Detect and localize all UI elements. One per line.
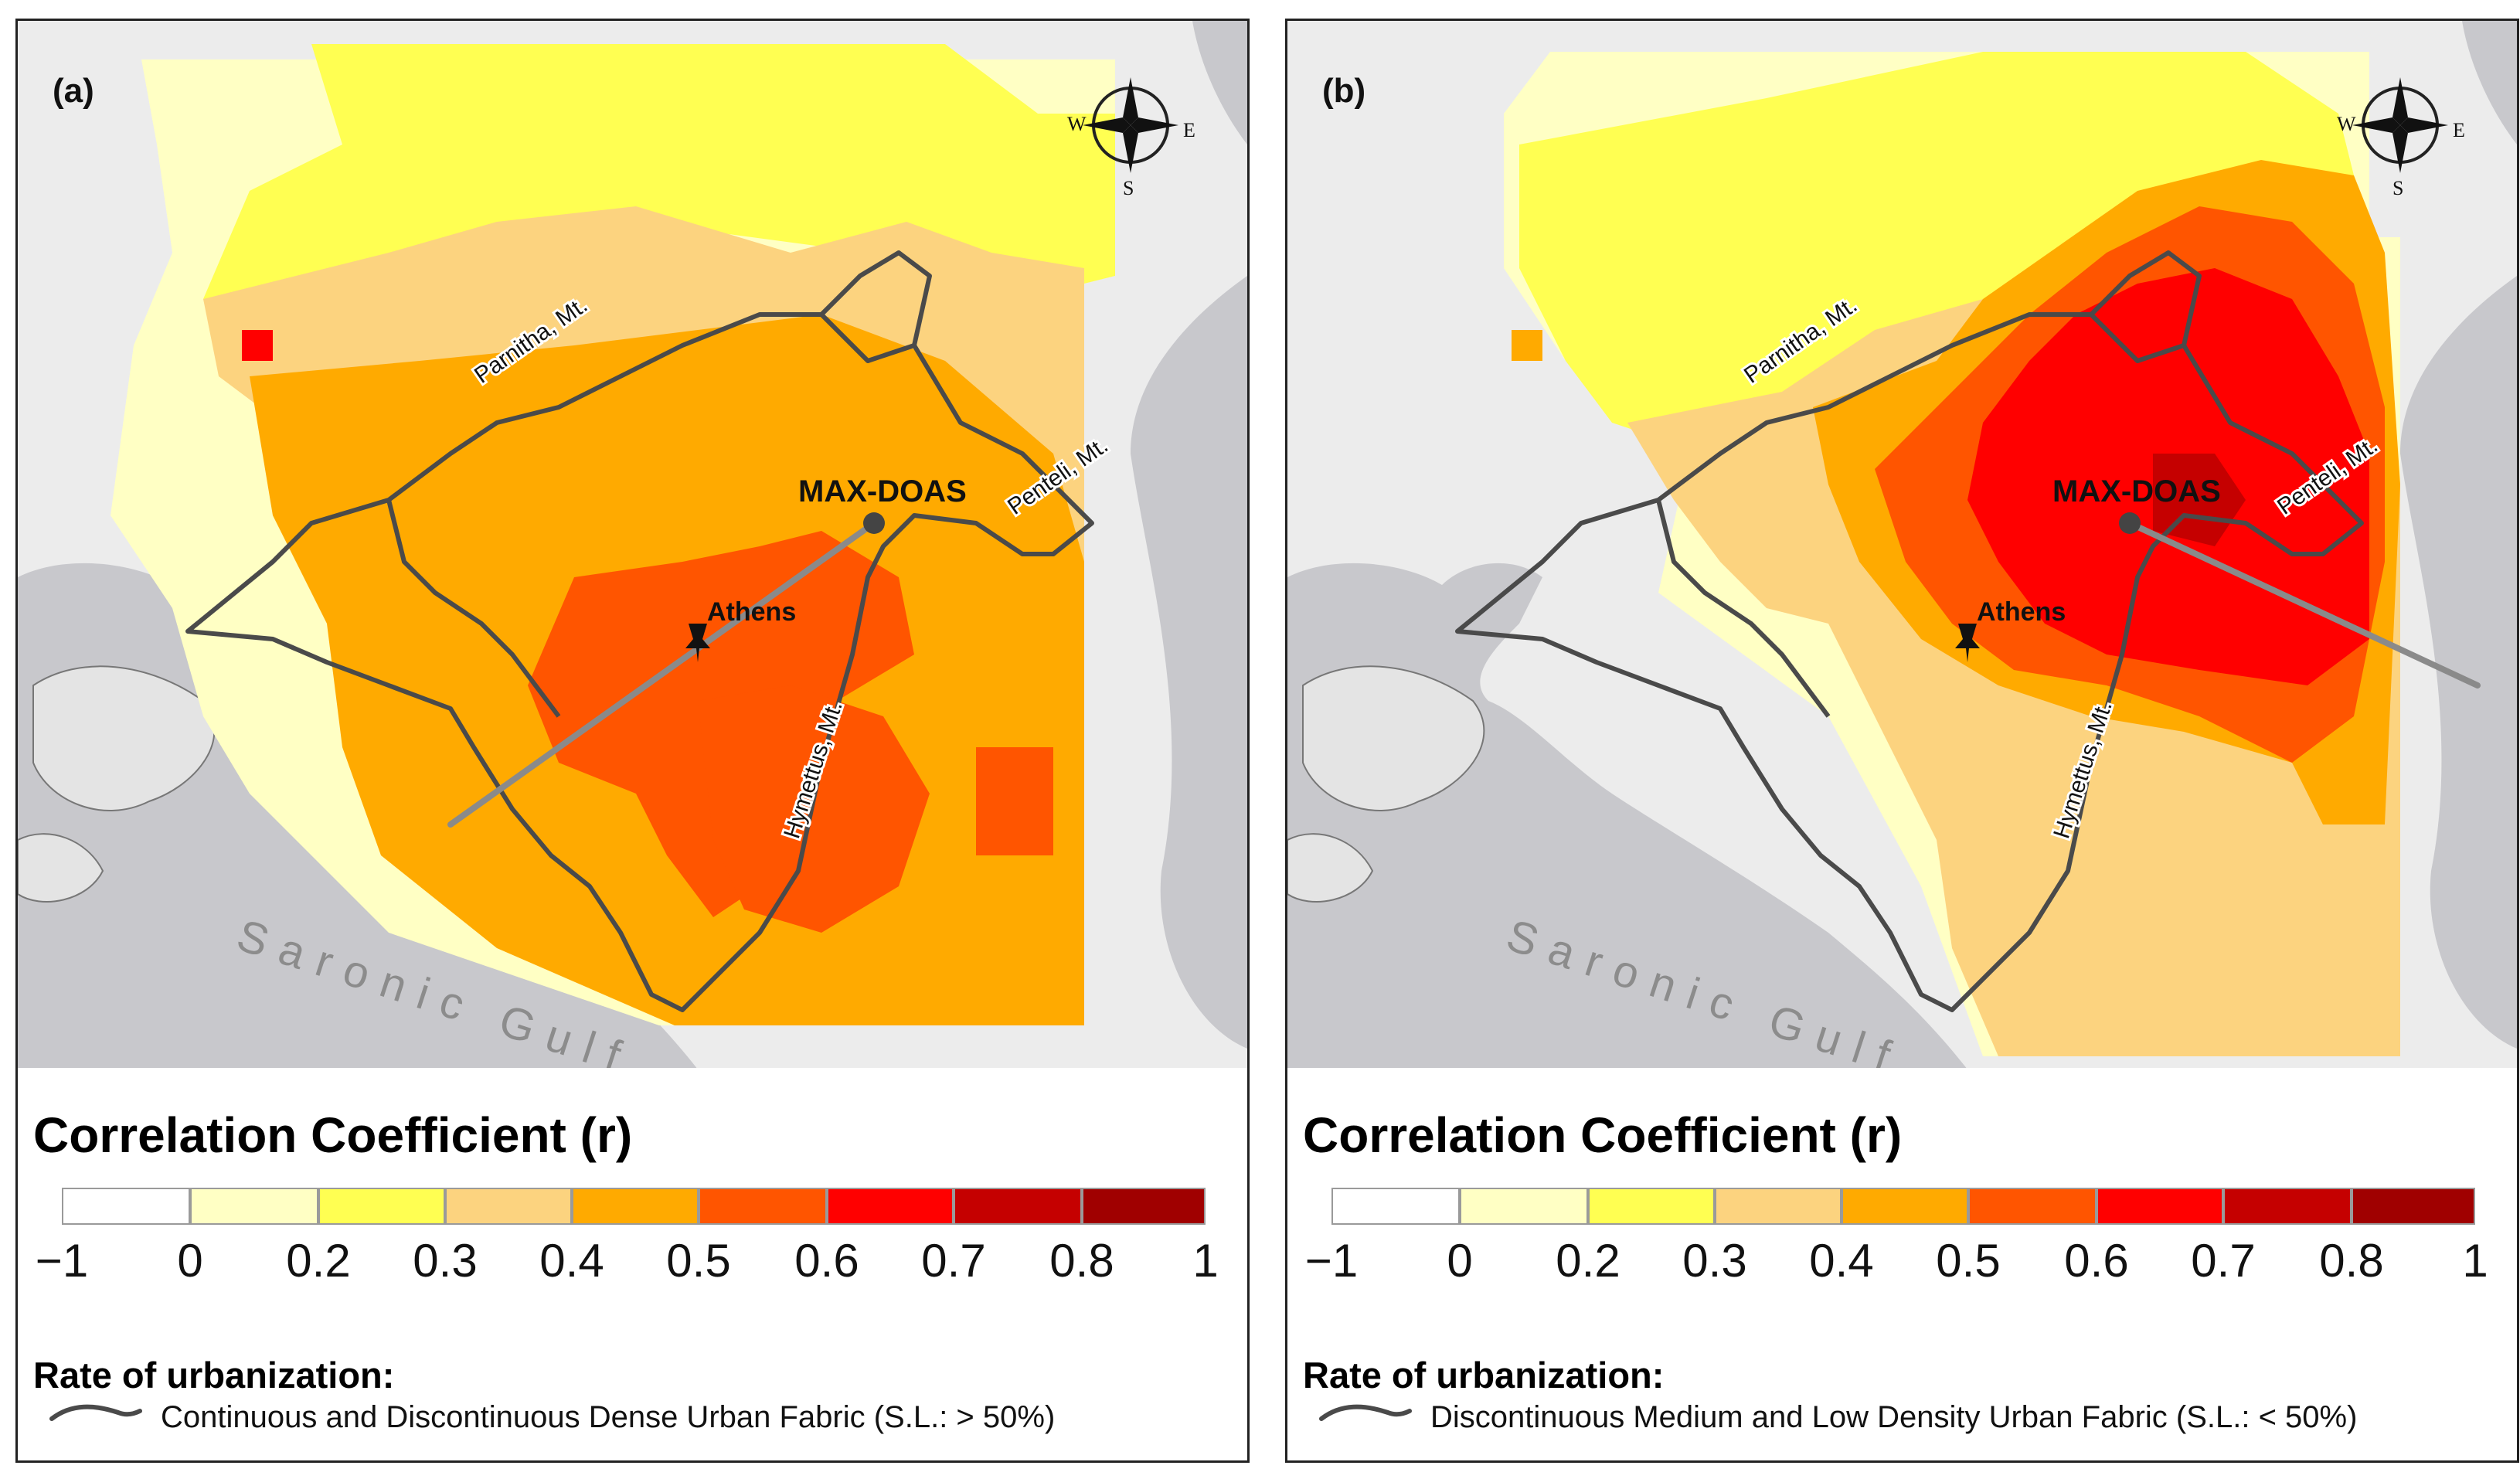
scale-swatch (1082, 1188, 1206, 1225)
color-scale-b (1331, 1188, 2475, 1226)
urbanization-title: Rate of urbanization: (33, 1355, 395, 1396)
scale-tick: 0.3 (1682, 1235, 1747, 1287)
map-b-svg: W E S (b) MAX-DOAS Athens Saronic Gulf P… (1287, 21, 2517, 1069)
athens-label: Athens (1977, 597, 2066, 627)
urban-outlines-b (1455, 250, 2364, 1012)
urban-fabric-outline (1455, 312, 2364, 1012)
scale-swatch (1715, 1188, 1842, 1225)
salamina-island (32, 665, 216, 811)
aegina-fragment (18, 833, 104, 903)
compass-west-label: W (2337, 113, 2356, 135)
scale-tick: 0.6 (2064, 1235, 2129, 1287)
legend-a: Correlation Coefficient (r) −1 0 0.2 0.3… (15, 1068, 1250, 1463)
scale-swatch (1968, 1188, 2097, 1225)
transect-line (2127, 520, 2481, 688)
scale-tick: −1 (1304, 1235, 1359, 1287)
scale-tick: 0 (1447, 1235, 1473, 1287)
eastern-sea (1131, 276, 1247, 1049)
max-doas-station-marker (2119, 512, 2141, 534)
north-east-sea (2462, 21, 2517, 144)
map-a: W E S (a) MAX-DOAS Athens Saronic Gulf P… (15, 19, 1250, 1072)
heat-region (976, 747, 1053, 855)
compass-rose-icon (1083, 77, 1178, 173)
scale-swatch (1588, 1188, 1715, 1225)
compass-west-label: W (1067, 113, 1087, 135)
urban-line-label: Discontinuous Medium and Low Density Urb… (1430, 1400, 2358, 1434)
panel-label: (a) (53, 72, 94, 110)
scale-swatch (2223, 1188, 2352, 1225)
scale-tick: 0.7 (2191, 1235, 2256, 1287)
scale-tick: 0.3 (413, 1235, 478, 1287)
compass-south-label: S (1123, 177, 1134, 199)
scale-tick: 0.8 (1049, 1235, 1114, 1287)
scale-tick: 0.5 (1936, 1235, 2001, 1287)
urban-fabric-outline (819, 250, 932, 346)
athens-pin-icon (1955, 624, 1980, 662)
panel-label: (b) (1322, 72, 1365, 110)
color-scale-a (62, 1188, 1206, 1226)
scale-swatch (827, 1188, 954, 1225)
salamina-island (1302, 665, 1485, 811)
urban-fabric-outline (386, 499, 561, 718)
map-b: W E S (b) MAX-DOAS Athens Saronic Gulf P… (1285, 19, 2519, 1072)
scale-swatch (2097, 1188, 2223, 1225)
urban-line-sample (1319, 1404, 1412, 1421)
urban-fabric-outline (2089, 250, 2202, 346)
scale-tick: 1 (2462, 1235, 2488, 1287)
heat-region (1519, 52, 2369, 454)
compass-rose-icon (2352, 77, 2448, 173)
scale-tick: 0.7 (921, 1235, 986, 1287)
north-east-sea (1192, 21, 1247, 144)
scale-swatch (954, 1188, 1082, 1225)
scale-swatch (62, 1188, 190, 1225)
correlation-grid-b (1504, 52, 2400, 1056)
athens-pin-icon (685, 624, 710, 662)
scale-swatch (318, 1188, 445, 1225)
scale-swatch (190, 1188, 318, 1225)
legend-title: Correlation Coefficient (r) (33, 1107, 633, 1163)
scale-swatch (2352, 1188, 2475, 1225)
scale-swatch (1460, 1188, 1588, 1225)
heat-cell (242, 330, 273, 361)
legend-b: Correlation Coefficient (r) −1 0 0.2 0.3… (1285, 1068, 2519, 1463)
saronic-gulf-sea (1287, 563, 1967, 1069)
scale-swatch (572, 1188, 699, 1225)
urbanization-title: Rate of urbanization: (1303, 1355, 1665, 1396)
scale-tick: 0.2 (286, 1235, 351, 1287)
scale-tick: 0.5 (666, 1235, 731, 1287)
scale-tick: 0.4 (1809, 1235, 1874, 1287)
scale-tick: 0.4 (539, 1235, 604, 1287)
scale-tick: 0.8 (2319, 1235, 2384, 1287)
scale-swatch (699, 1188, 827, 1225)
urban-fabric-outline (1656, 499, 1831, 718)
max-doas-label: MAX-DOAS (798, 474, 967, 508)
athens-label: Athens (707, 597, 796, 627)
legend-title: Correlation Coefficient (r) (1303, 1107, 1903, 1163)
correlation-grid-a (111, 44, 1115, 1025)
scale-swatch (1331, 1188, 1460, 1225)
scale-tick: −1 (35, 1235, 89, 1287)
panel-a: W E S (a) MAX-DOAS Athens Saronic Gulf P… (15, 19, 1250, 1464)
scale-tick: 0.2 (1556, 1235, 1620, 1287)
urban-line-label: Continuous and Discontinuous Dense Urban… (161, 1400, 1056, 1434)
urban-outlines-a (185, 250, 1094, 1012)
compass-south-label: S (2392, 177, 2403, 199)
scale-tick: 0.6 (794, 1235, 859, 1287)
panel-b: W E S (b) MAX-DOAS Athens Saronic Gulf P… (1285, 19, 2519, 1464)
scale-swatch (1842, 1188, 1968, 1225)
scale-tick: 1 (1192, 1235, 1219, 1287)
compass-east-label: E (1183, 119, 1195, 141)
urban-fabric-outline (185, 312, 1094, 1012)
map-a-svg: W E S (a) MAX-DOAS Athens Saronic Gulf P… (18, 21, 1247, 1069)
scale-swatch (445, 1188, 572, 1225)
eastern-sea (2400, 276, 2517, 1049)
compass-east-label: E (2453, 119, 2465, 141)
aegina-fragment (1287, 833, 1374, 903)
max-doas-label: MAX-DOAS (2052, 474, 2221, 508)
urban-line-sample (49, 1404, 142, 1421)
heat-cell (1512, 330, 1542, 361)
transect-line (447, 520, 877, 828)
scale-tick: 0 (177, 1235, 203, 1287)
max-doas-station-marker (863, 512, 885, 534)
